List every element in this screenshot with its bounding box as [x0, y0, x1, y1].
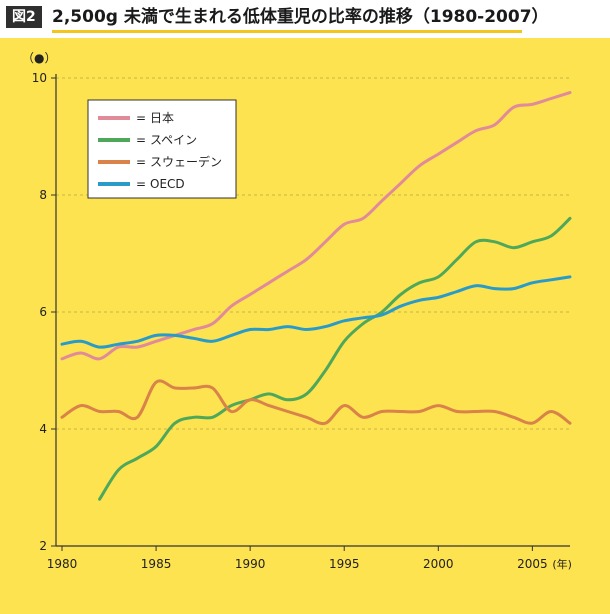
- figure-header: 図2 2,500g 未満で生まれる低体重児の比率の推移（1980-2007）: [0, 0, 610, 34]
- y-tick-label: 8: [39, 188, 47, 202]
- legend-label: OECD: [150, 177, 185, 191]
- title-underline: [52, 30, 522, 33]
- y-axis-unit-label: （●）: [22, 51, 56, 65]
- y-tick-label: 2: [39, 539, 47, 553]
- series-line-3: [60, 275, 572, 349]
- legend-equals: =: [136, 155, 146, 169]
- legend-label: 日本: [150, 111, 174, 125]
- x-tick-label: 1980: [47, 557, 78, 571]
- series-line-2: [60, 379, 572, 426]
- legend-equals: =: [136, 111, 146, 125]
- line-chart: （●） 2 4 6 8 10 1980 1985 1990 1995 2000 2005 (年) = 日…: [0, 38, 610, 614]
- series-line-1: [98, 216, 572, 501]
- series-line-0: [60, 91, 572, 361]
- x-tick-label: 1995: [329, 557, 360, 571]
- series-lines: [60, 91, 572, 501]
- x-tick-label: 1990: [235, 557, 266, 571]
- legend-label: スウェーデン: [150, 154, 222, 169]
- x-axis-unit-label: (年): [552, 557, 572, 571]
- y-tick-label: 6: [39, 305, 47, 319]
- legend: = 日本 = スペイン = スウェーデン = OECD: [87, 99, 237, 199]
- x-tick-label: 2005: [517, 557, 548, 571]
- x-tick-label: 1985: [141, 557, 172, 571]
- legend-equals: =: [136, 177, 146, 191]
- axes: 2 4 6 8 10 1980 1985 1990 1995 2000 2005 (年): [32, 71, 572, 571]
- chart-title: 2,500g 未満で生まれる低体重児の比率の推移（1980-2007）: [52, 7, 549, 27]
- y-tick-label: 4: [39, 422, 47, 436]
- legend-equals: =: [136, 133, 146, 147]
- legend-label: スペイン: [150, 133, 197, 147]
- y-tick-label: 10: [32, 71, 47, 85]
- x-tick-label: 2000: [423, 557, 454, 571]
- figure-label: 図2: [6, 6, 42, 28]
